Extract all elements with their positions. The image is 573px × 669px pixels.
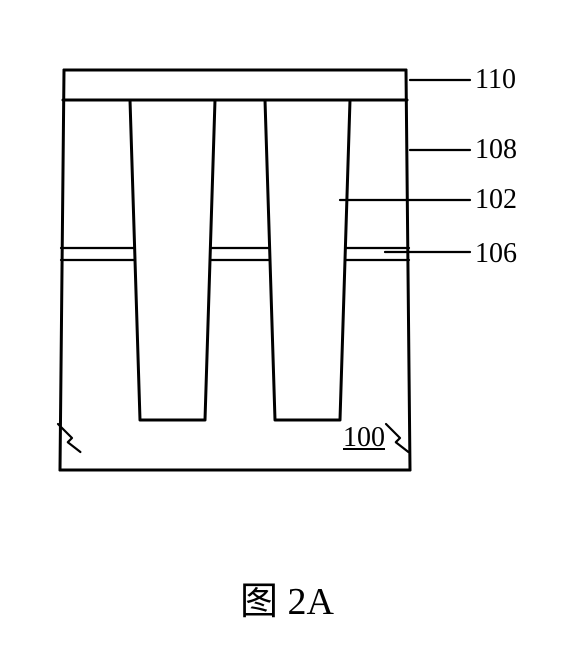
figure-caption: 图 2A [240,570,334,625]
ref-label-102: 102 [475,184,517,216]
ref-label-100: 100 [343,422,385,454]
figure-2a: 110108102106100 图 2A [40,30,540,620]
ref-label-110: 110 [475,64,516,96]
ref-label-108: 108 [475,134,517,166]
ref-label-106: 106 [475,238,517,270]
cross-section-svg [40,30,540,620]
